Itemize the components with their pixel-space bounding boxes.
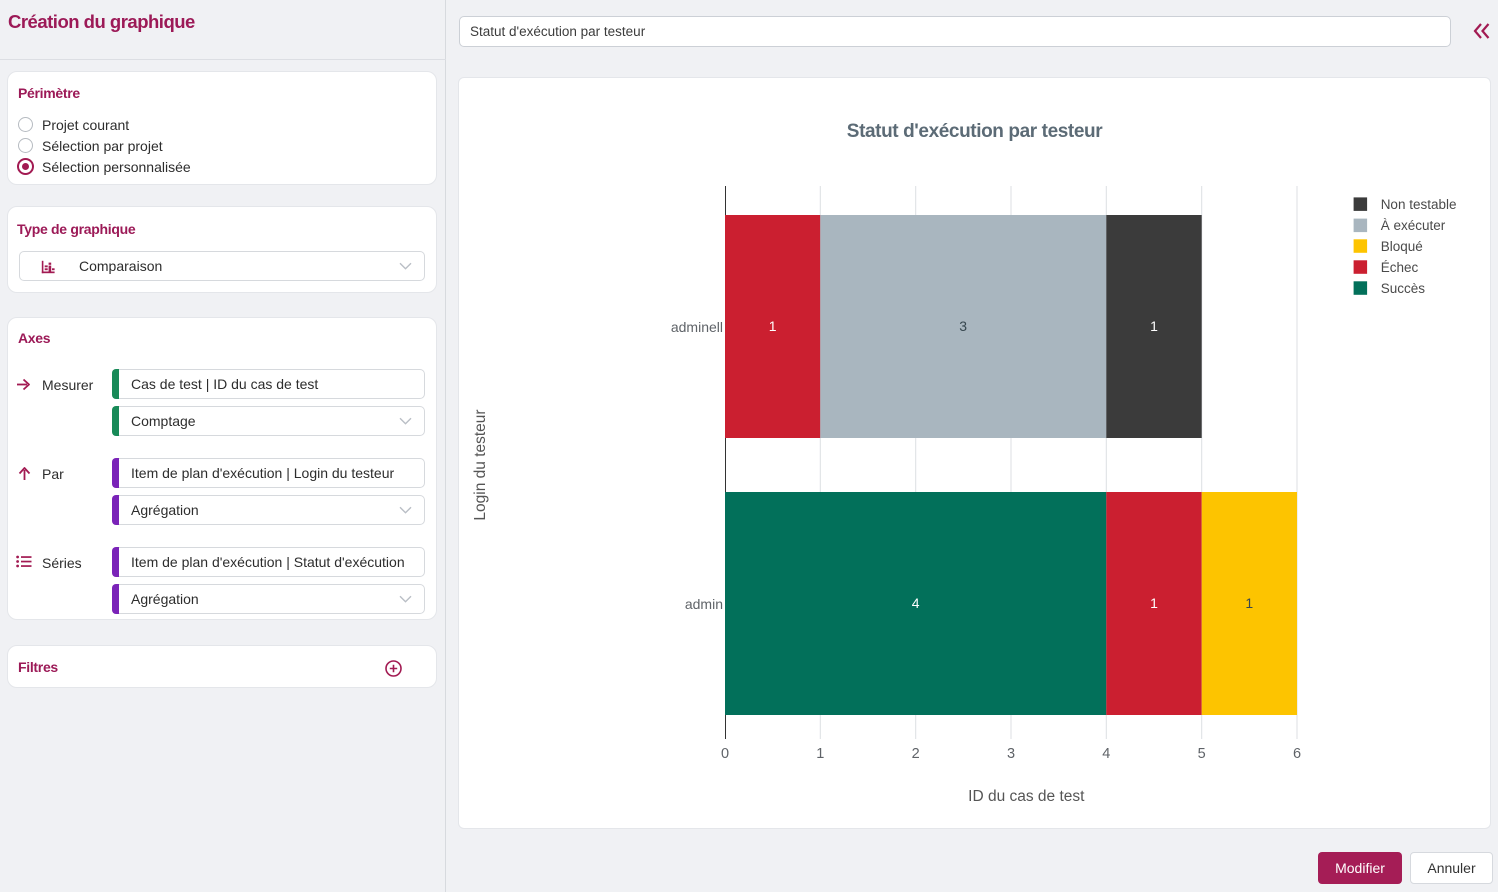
svg-text:Succès: Succès bbox=[1381, 281, 1426, 296]
svg-text:adminell: adminell bbox=[671, 319, 723, 335]
svg-text:4: 4 bbox=[1102, 746, 1110, 762]
svg-text:ID du cas de test: ID du cas de test bbox=[968, 788, 1085, 805]
svg-text:Statut d'exécution par testeur: Statut d'exécution par testeur bbox=[847, 121, 1103, 142]
svg-text:1: 1 bbox=[1245, 595, 1253, 611]
svg-text:À exécuter: À exécuter bbox=[1381, 218, 1446, 233]
svg-text:1: 1 bbox=[816, 746, 824, 762]
svg-text:1: 1 bbox=[1150, 595, 1158, 611]
svg-text:Échec: Échec bbox=[1381, 260, 1419, 275]
svg-text:0: 0 bbox=[721, 746, 729, 762]
svg-text:3: 3 bbox=[959, 318, 967, 334]
svg-text:1: 1 bbox=[1150, 318, 1158, 334]
svg-text:6: 6 bbox=[1293, 746, 1301, 762]
svg-text:1: 1 bbox=[769, 318, 777, 334]
svg-text:5: 5 bbox=[1198, 746, 1206, 762]
svg-text:Bloqué: Bloqué bbox=[1381, 239, 1423, 254]
svg-text:admin: admin bbox=[685, 596, 723, 612]
svg-text:3: 3 bbox=[1007, 746, 1015, 762]
svg-text:Non testable: Non testable bbox=[1381, 197, 1457, 212]
svg-text:Login du testeur: Login du testeur bbox=[472, 409, 489, 520]
svg-text:2: 2 bbox=[912, 746, 920, 762]
svg-text:4: 4 bbox=[912, 595, 920, 611]
